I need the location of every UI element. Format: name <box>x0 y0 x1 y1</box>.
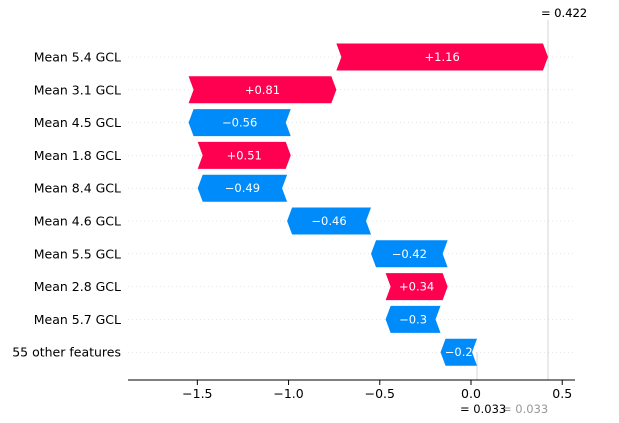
bar-value-label: −0.2 <box>445 345 473 359</box>
bar-value-label: +1.16 <box>425 50 460 64</box>
output-value-ghost: 0.422 <box>554 6 587 20</box>
x-tick-label: −1.5 <box>182 386 212 401</box>
bar-negative <box>440 338 478 366</box>
bar-positive <box>336 43 548 71</box>
feature-name: Mean 5.4 GCL <box>34 50 121 65</box>
feature-name: Mean 2.8 GCL <box>34 279 121 294</box>
x-tick-label: 0.5 <box>552 386 572 401</box>
guide-lines <box>128 20 575 380</box>
feature-name: Mean 4.6 GCL <box>34 214 121 229</box>
bar-value-label: −0.46 <box>311 214 346 228</box>
feature-name: Mean 4.5 GCL <box>34 115 121 130</box>
base-value-ghost: = 0.033 <box>502 402 548 416</box>
bar-positive <box>385 273 448 301</box>
bar-positive <box>188 76 337 104</box>
bar-value-label: +0.51 <box>227 148 262 162</box>
output-value-label: = 0.422 <box>541 6 587 20</box>
feature-name: Mean 5.7 GCL <box>34 312 121 327</box>
feature-name: Mean 1.8 GCL <box>34 148 121 163</box>
bar-value-label: −0.42 <box>392 247 427 261</box>
bar-value-label: −0.49 <box>225 181 260 195</box>
feature-name: Mean 5.5 GCL <box>34 246 121 261</box>
bar-negative <box>385 305 441 333</box>
feature-name: Mean 8.4 GCL <box>34 181 121 196</box>
bars: +1.16 +0.81 −0.56 +0.51 −0.49 −0.46 −0.42 +0.34… <box>188 43 548 366</box>
bar-value-label: +0.34 <box>399 280 434 294</box>
feature-name: 55 other features <box>12 345 121 360</box>
x-tick-label: 0.0 <box>461 386 481 401</box>
x-tick-label: −1.0 <box>273 386 303 401</box>
bar-positive <box>197 141 291 169</box>
bar-negative <box>188 109 291 137</box>
bar-negative <box>197 174 288 202</box>
bar-value-label: +0.81 <box>245 83 280 97</box>
feature-labels: Mean 5.4 GCL Mean 3.1 GCL Mean 4.5 GCL Mean… <box>12 50 121 360</box>
bar-value-label: −0.56 <box>222 116 257 130</box>
base-value-label: = 0.033 <box>460 402 506 416</box>
x-ticks: −1.5 −1.0 −0.5 0.0 0.5 <box>182 380 572 401</box>
bar-negative <box>287 207 372 235</box>
bar-negative <box>371 240 448 268</box>
feature-name: Mean 3.1 GCL <box>34 82 121 97</box>
bar-value-label: −0.3 <box>399 312 427 326</box>
x-tick-label: −0.5 <box>365 386 395 401</box>
